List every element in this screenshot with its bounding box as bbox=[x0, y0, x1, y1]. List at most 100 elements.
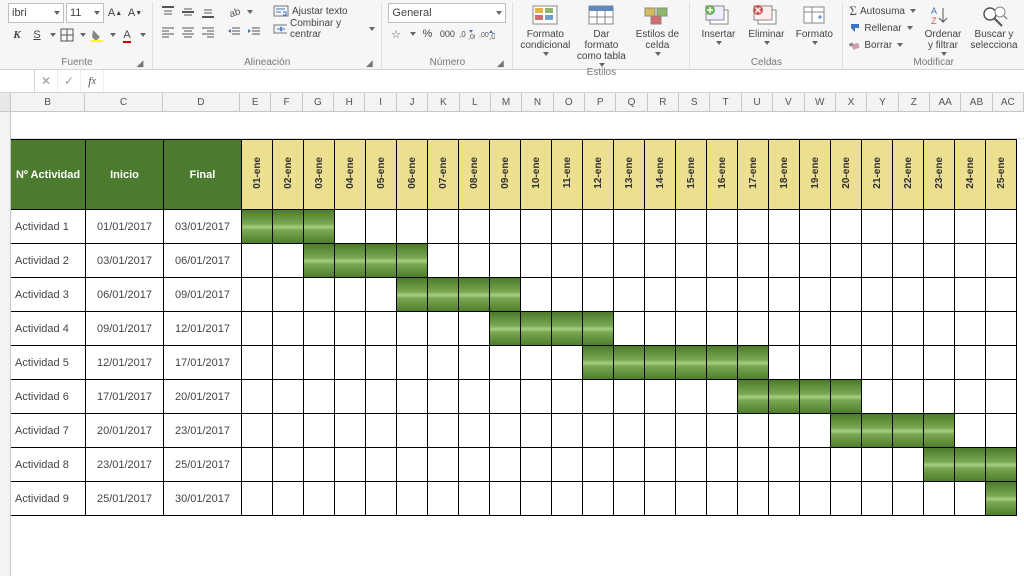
gantt-empty-cell[interactable] bbox=[738, 210, 769, 244]
activity-end[interactable]: 09/01/2017 bbox=[164, 278, 242, 312]
column-header[interactable]: N bbox=[522, 93, 553, 111]
gantt-empty-cell[interactable] bbox=[800, 482, 831, 516]
dialog-launcher-icon[interactable]: ◢ bbox=[364, 58, 374, 68]
gantt-bar-cell[interactable] bbox=[986, 482, 1017, 516]
gantt-bar-cell[interactable] bbox=[397, 278, 428, 312]
dialog-launcher-icon[interactable]: ◢ bbox=[135, 58, 145, 68]
gantt-empty-cell[interactable] bbox=[707, 414, 738, 448]
gantt-empty-cell[interactable] bbox=[614, 414, 645, 448]
gantt-empty-cell[interactable] bbox=[273, 346, 304, 380]
column-header[interactable]: Z bbox=[899, 93, 930, 111]
insert-function-button[interactable]: fx bbox=[81, 70, 104, 92]
gantt-empty-cell[interactable] bbox=[242, 278, 273, 312]
activity-start[interactable]: 23/01/2017 bbox=[86, 448, 164, 482]
gantt-empty-cell[interactable] bbox=[707, 380, 738, 414]
gantt-empty-cell[interactable] bbox=[304, 346, 335, 380]
gantt-row[interactable]: Actividad 101/01/201703/01/2017 bbox=[11, 210, 1017, 244]
gantt-empty-cell[interactable] bbox=[645, 380, 676, 414]
column-header[interactable]: P bbox=[585, 93, 616, 111]
gantt-empty-cell[interactable] bbox=[490, 346, 521, 380]
gantt-bar-cell[interactable] bbox=[428, 278, 459, 312]
column-header[interactable]: S bbox=[679, 93, 710, 111]
gantt-empty-cell[interactable] bbox=[583, 414, 614, 448]
gantt-empty-cell[interactable] bbox=[862, 482, 893, 516]
gantt-empty-cell[interactable] bbox=[366, 210, 397, 244]
column-header[interactable]: Y bbox=[867, 93, 898, 111]
gantt-empty-cell[interactable] bbox=[521, 346, 552, 380]
gantt-row[interactable]: Actividad 409/01/201712/01/2017 bbox=[11, 312, 1017, 346]
format-button[interactable]: Formato bbox=[792, 3, 836, 45]
gantt-bar-cell[interactable] bbox=[893, 414, 924, 448]
increase-decimal-button[interactable]: ,0,00 bbox=[458, 25, 476, 43]
gantt-bar-cell[interactable] bbox=[738, 380, 769, 414]
gantt-bar-cell[interactable] bbox=[273, 210, 304, 244]
gantt-empty-cell[interactable] bbox=[242, 448, 273, 482]
gantt-empty-cell[interactable] bbox=[986, 380, 1017, 414]
activity-end[interactable]: 12/01/2017 bbox=[164, 312, 242, 346]
activity-start[interactable]: 17/01/2017 bbox=[86, 380, 164, 414]
gantt-empty-cell[interactable] bbox=[645, 210, 676, 244]
gantt-empty-cell[interactable] bbox=[769, 312, 800, 346]
gantt-empty-cell[interactable] bbox=[924, 346, 955, 380]
gantt-empty-cell[interactable] bbox=[552, 380, 583, 414]
gantt-empty-cell[interactable] bbox=[428, 244, 459, 278]
gantt-empty-cell[interactable] bbox=[521, 448, 552, 482]
gantt-empty-cell[interactable] bbox=[521, 414, 552, 448]
gantt-empty-cell[interactable] bbox=[800, 312, 831, 346]
gantt-bar-cell[interactable] bbox=[645, 346, 676, 380]
gantt-empty-cell[interactable] bbox=[521, 278, 552, 312]
activity-start[interactable]: 06/01/2017 bbox=[86, 278, 164, 312]
gantt-empty-cell[interactable] bbox=[614, 448, 645, 482]
activity-end[interactable]: 23/01/2017 bbox=[164, 414, 242, 448]
gantt-empty-cell[interactable] bbox=[335, 380, 366, 414]
gantt-empty-cell[interactable] bbox=[676, 312, 707, 346]
column-header[interactable]: AC bbox=[993, 93, 1024, 111]
gantt-bar-cell[interactable] bbox=[676, 346, 707, 380]
gantt-empty-cell[interactable] bbox=[893, 448, 924, 482]
gantt-empty-cell[interactable] bbox=[552, 346, 583, 380]
gantt-empty-cell[interactable] bbox=[428, 414, 459, 448]
gantt-empty-cell[interactable] bbox=[893, 312, 924, 346]
select-all-corner[interactable] bbox=[0, 93, 11, 111]
gantt-empty-cell[interactable] bbox=[614, 210, 645, 244]
gantt-bar-cell[interactable] bbox=[614, 346, 645, 380]
gantt-empty-cell[interactable] bbox=[986, 312, 1017, 346]
gantt-empty-cell[interactable] bbox=[986, 210, 1017, 244]
gantt-empty-cell[interactable] bbox=[769, 278, 800, 312]
increase-font-button[interactable]: A▲ bbox=[106, 4, 124, 22]
gantt-empty-cell[interactable] bbox=[955, 380, 986, 414]
gantt-empty-cell[interactable] bbox=[304, 380, 335, 414]
gantt-empty-cell[interactable] bbox=[893, 244, 924, 278]
gantt-empty-cell[interactable] bbox=[552, 414, 583, 448]
activity-start[interactable]: 25/01/2017 bbox=[86, 482, 164, 516]
activity-end[interactable]: 20/01/2017 bbox=[164, 380, 242, 414]
align-top-button[interactable] bbox=[159, 3, 177, 21]
gantt-empty-cell[interactable] bbox=[893, 380, 924, 414]
gantt-empty-cell[interactable] bbox=[769, 414, 800, 448]
gantt-empty-cell[interactable] bbox=[459, 244, 490, 278]
gantt-empty-cell[interactable] bbox=[428, 482, 459, 516]
column-header[interactable]: H bbox=[334, 93, 365, 111]
find-select-button[interactable]: Buscar y selecciona bbox=[970, 3, 1018, 51]
gantt-empty-cell[interactable] bbox=[676, 210, 707, 244]
column-header[interactable]: F bbox=[271, 93, 302, 111]
gantt-empty-cell[interactable] bbox=[955, 346, 986, 380]
gantt-empty-cell[interactable] bbox=[304, 414, 335, 448]
gantt-empty-cell[interactable] bbox=[645, 414, 676, 448]
number-format-combo[interactable]: General bbox=[388, 3, 506, 23]
gantt-empty-cell[interactable] bbox=[459, 210, 490, 244]
gantt-row[interactable]: Actividad 306/01/201709/01/2017 bbox=[11, 278, 1017, 312]
activity-name[interactable]: Actividad 4 bbox=[11, 312, 86, 346]
gantt-bar-cell[interactable] bbox=[831, 380, 862, 414]
gantt-empty-cell[interactable] bbox=[614, 380, 645, 414]
gantt-empty-cell[interactable] bbox=[645, 244, 676, 278]
activity-name[interactable]: Actividad 1 bbox=[11, 210, 86, 244]
gantt-empty-cell[interactable] bbox=[459, 448, 490, 482]
gantt-empty-cell[interactable] bbox=[831, 278, 862, 312]
gantt-empty-cell[interactable] bbox=[583, 380, 614, 414]
gantt-empty-cell[interactable] bbox=[831, 210, 862, 244]
gantt-empty-cell[interactable] bbox=[893, 346, 924, 380]
gantt-empty-cell[interactable] bbox=[242, 346, 273, 380]
gantt-row[interactable]: Actividad 203/01/201706/01/2017 bbox=[11, 244, 1017, 278]
gantt-empty-cell[interactable] bbox=[831, 312, 862, 346]
